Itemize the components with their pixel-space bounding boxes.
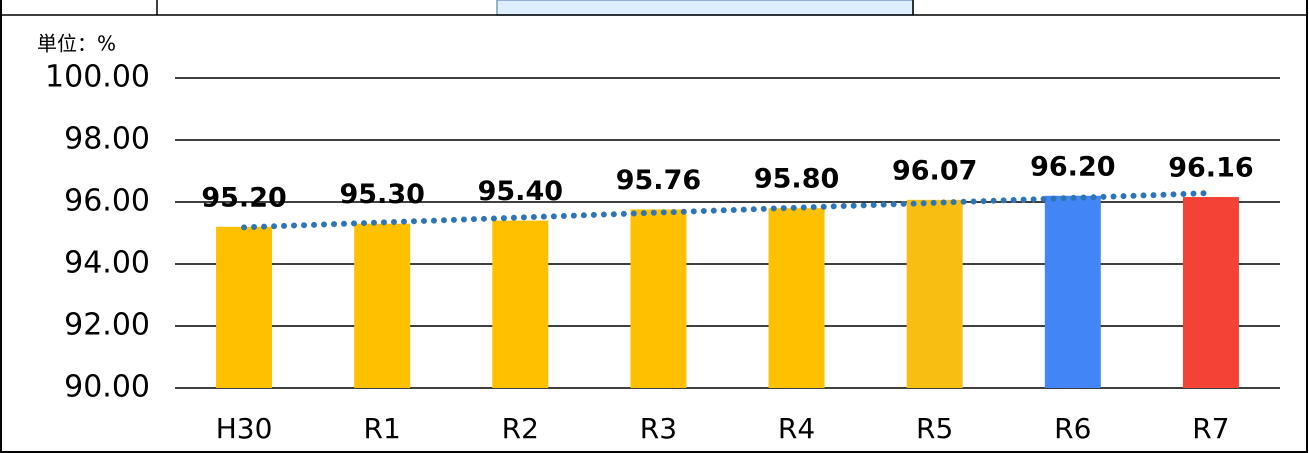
bar	[1182, 197, 1239, 388]
y-tick-label: 90.00	[64, 370, 150, 405]
value-label: 96.07	[892, 155, 977, 186]
bar	[492, 220, 549, 388]
bar	[216, 226, 273, 388]
x-tick-label: R7	[1192, 412, 1229, 445]
value-label: 95.76	[616, 165, 701, 196]
unit-label: 単位：%	[37, 32, 116, 56]
y-tick-label: 98.00	[64, 122, 150, 157]
bar	[906, 199, 963, 388]
header-cell	[496, 0, 914, 16]
bar	[768, 208, 825, 388]
value-label: 96.20	[1030, 151, 1115, 182]
x-tick-label: R3	[640, 412, 677, 445]
x-tick-label: R5	[916, 412, 953, 445]
x-tick-label: R2	[502, 412, 539, 445]
value-label: 95.20	[201, 182, 286, 213]
x-tick-label: R6	[1054, 412, 1091, 445]
x-tick-label: R4	[778, 412, 815, 445]
x-tick-label: H30	[216, 412, 273, 445]
bar	[354, 223, 411, 388]
bar	[630, 209, 687, 388]
y-tick-label: 94.00	[64, 246, 150, 281]
value-label: 95.40	[478, 176, 563, 207]
y-tick-label: 96.00	[64, 184, 150, 219]
bar	[1044, 195, 1101, 388]
y-tick-label: 92.00	[64, 308, 150, 343]
trendline	[241, 190, 1214, 231]
value-label: 96.16	[1168, 153, 1253, 184]
value-label: 95.30	[339, 179, 424, 210]
x-tick-label: R1	[364, 412, 401, 445]
y-tick-label: 100.00	[45, 60, 150, 95]
value-label: 95.80	[754, 164, 839, 195]
